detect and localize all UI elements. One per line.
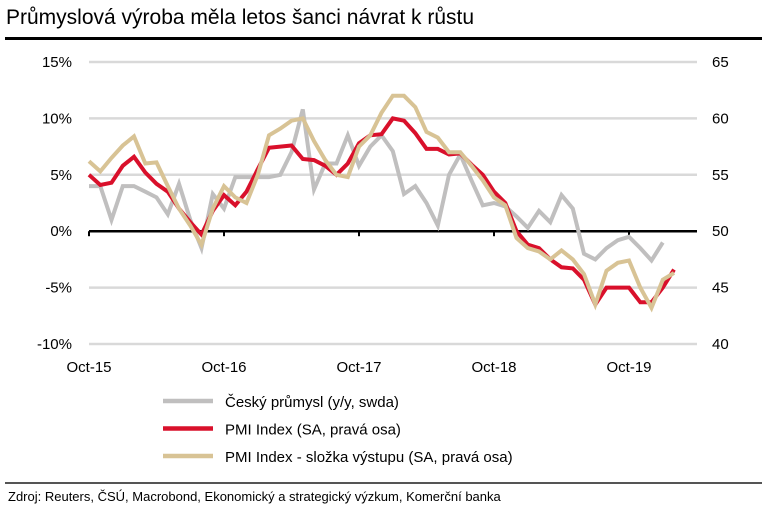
y-right-tick-label: 45	[712, 280, 729, 297]
series-line-3	[87, 93, 676, 313]
legend-label-3: PMI Index - složka výstupu (SA, pravá os…	[225, 449, 513, 466]
legend-label-2: PMI Index (SA, pravá osa)	[225, 422, 401, 439]
legend-label-1: Český průmysl (y/y, swda)	[225, 394, 399, 411]
y-right-tick-label: 60	[712, 110, 729, 127]
y-left-tick-label: 10%	[42, 110, 72, 127]
series-line-1	[89, 108, 665, 264]
y-right-tick-label: 65	[712, 54, 729, 71]
chart: 15% 10% 5% 0% -5% -10% 65 60 55 50 45 40 Oct-15 Oct…	[37, 54, 729, 466]
y-left-tick-label: 15%	[42, 54, 72, 71]
y-left-tick-label: -5%	[45, 280, 72, 297]
x-tick-label: Oct-16	[201, 359, 246, 376]
x-tick-label: Oct-18	[471, 359, 516, 376]
y-right-tick-label: 40	[712, 336, 729, 353]
y-right-tick-label: 50	[712, 223, 729, 240]
chart-title: Průmyslová výroba měla letos šanci návra…	[6, 6, 475, 29]
y-left-tick-label: -10%	[37, 336, 72, 353]
source-divider	[5, 482, 762, 484]
y-left-tick-label: 5%	[50, 167, 72, 184]
x-tick-label: Oct-17	[336, 359, 381, 376]
y-left-tick-label: 0%	[50, 223, 72, 240]
x-tick-label: Oct-15	[66, 359, 111, 376]
y-right-tick-label: 55	[712, 167, 729, 184]
x-tick-label: Oct-19	[606, 359, 651, 376]
source-note: Zdroj: Reuters, ČSÚ, Macrobond, Ekonomic…	[8, 489, 501, 504]
title-divider	[5, 37, 762, 40]
